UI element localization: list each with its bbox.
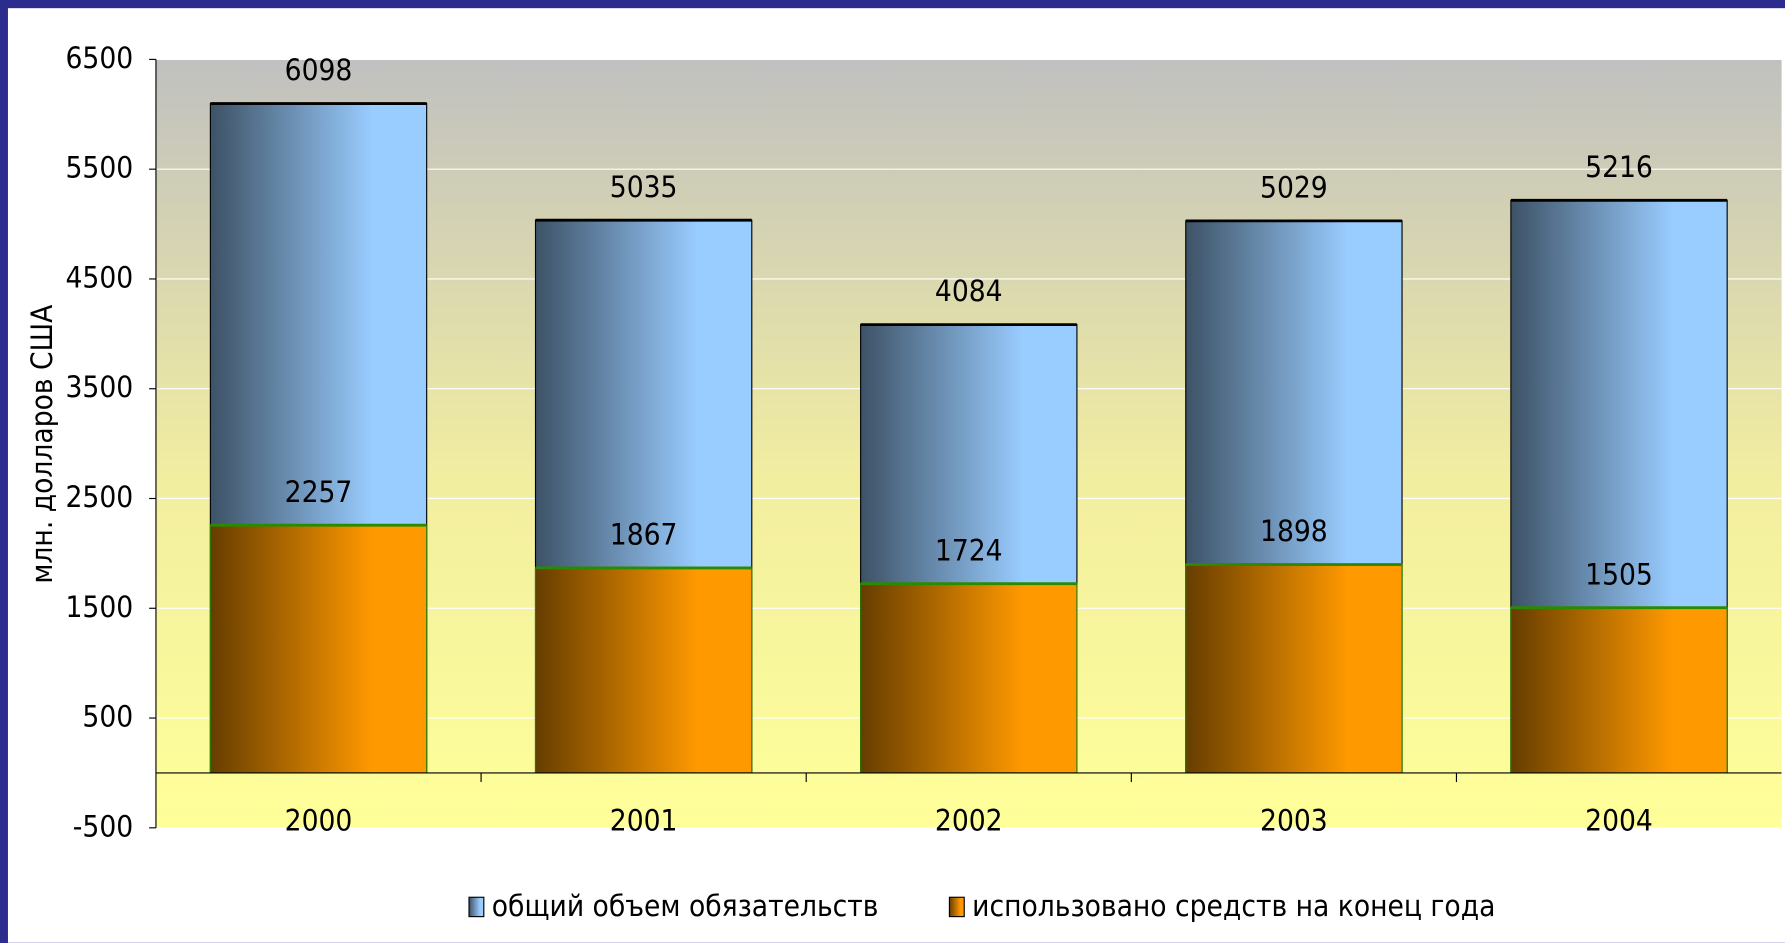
x-tick-label: 2003 bbox=[1260, 804, 1328, 838]
data-label: 6098 bbox=[285, 53, 353, 87]
x-tick-label: 2002 bbox=[935, 804, 1003, 838]
data-label: 4084 bbox=[935, 274, 1003, 308]
bar bbox=[1510, 607, 1728, 774]
y-axis-label: млн. долларов США bbox=[25, 305, 59, 584]
bar bbox=[1185, 564, 1403, 774]
legend-label: общий объем обязательств bbox=[492, 889, 879, 923]
data-label: 5029 bbox=[1260, 171, 1328, 205]
y-tick-label: 2500 bbox=[65, 480, 133, 514]
data-label: 1867 bbox=[610, 518, 678, 552]
data-label: 5035 bbox=[610, 170, 678, 204]
bar bbox=[860, 583, 1078, 774]
legend-label: использовано средств на конец года bbox=[972, 889, 1495, 923]
bar bbox=[534, 567, 753, 774]
legend-swatch bbox=[468, 896, 485, 918]
y-tick-label: 4500 bbox=[65, 260, 133, 294]
x-tick-label: 2004 bbox=[1585, 804, 1653, 838]
data-label: 1505 bbox=[1585, 557, 1653, 591]
data-label: 5216 bbox=[1585, 150, 1653, 184]
legend-swatch bbox=[948, 896, 965, 918]
x-tick-label: 2000 bbox=[285, 804, 353, 838]
y-tick-label: 5500 bbox=[65, 151, 133, 185]
bar bbox=[209, 524, 428, 774]
y-tick-label: -500 bbox=[73, 809, 133, 843]
y-tick-label: 1500 bbox=[65, 590, 133, 624]
y-tick-label: 3500 bbox=[65, 370, 133, 404]
data-label: 1898 bbox=[1260, 514, 1328, 548]
data-label: 1724 bbox=[935, 533, 1003, 567]
y-tick-label: 6500 bbox=[65, 41, 133, 75]
y-tick-label: 500 bbox=[82, 700, 133, 734]
x-tick-label: 2001 bbox=[610, 804, 678, 838]
data-label: 2257 bbox=[285, 475, 353, 509]
